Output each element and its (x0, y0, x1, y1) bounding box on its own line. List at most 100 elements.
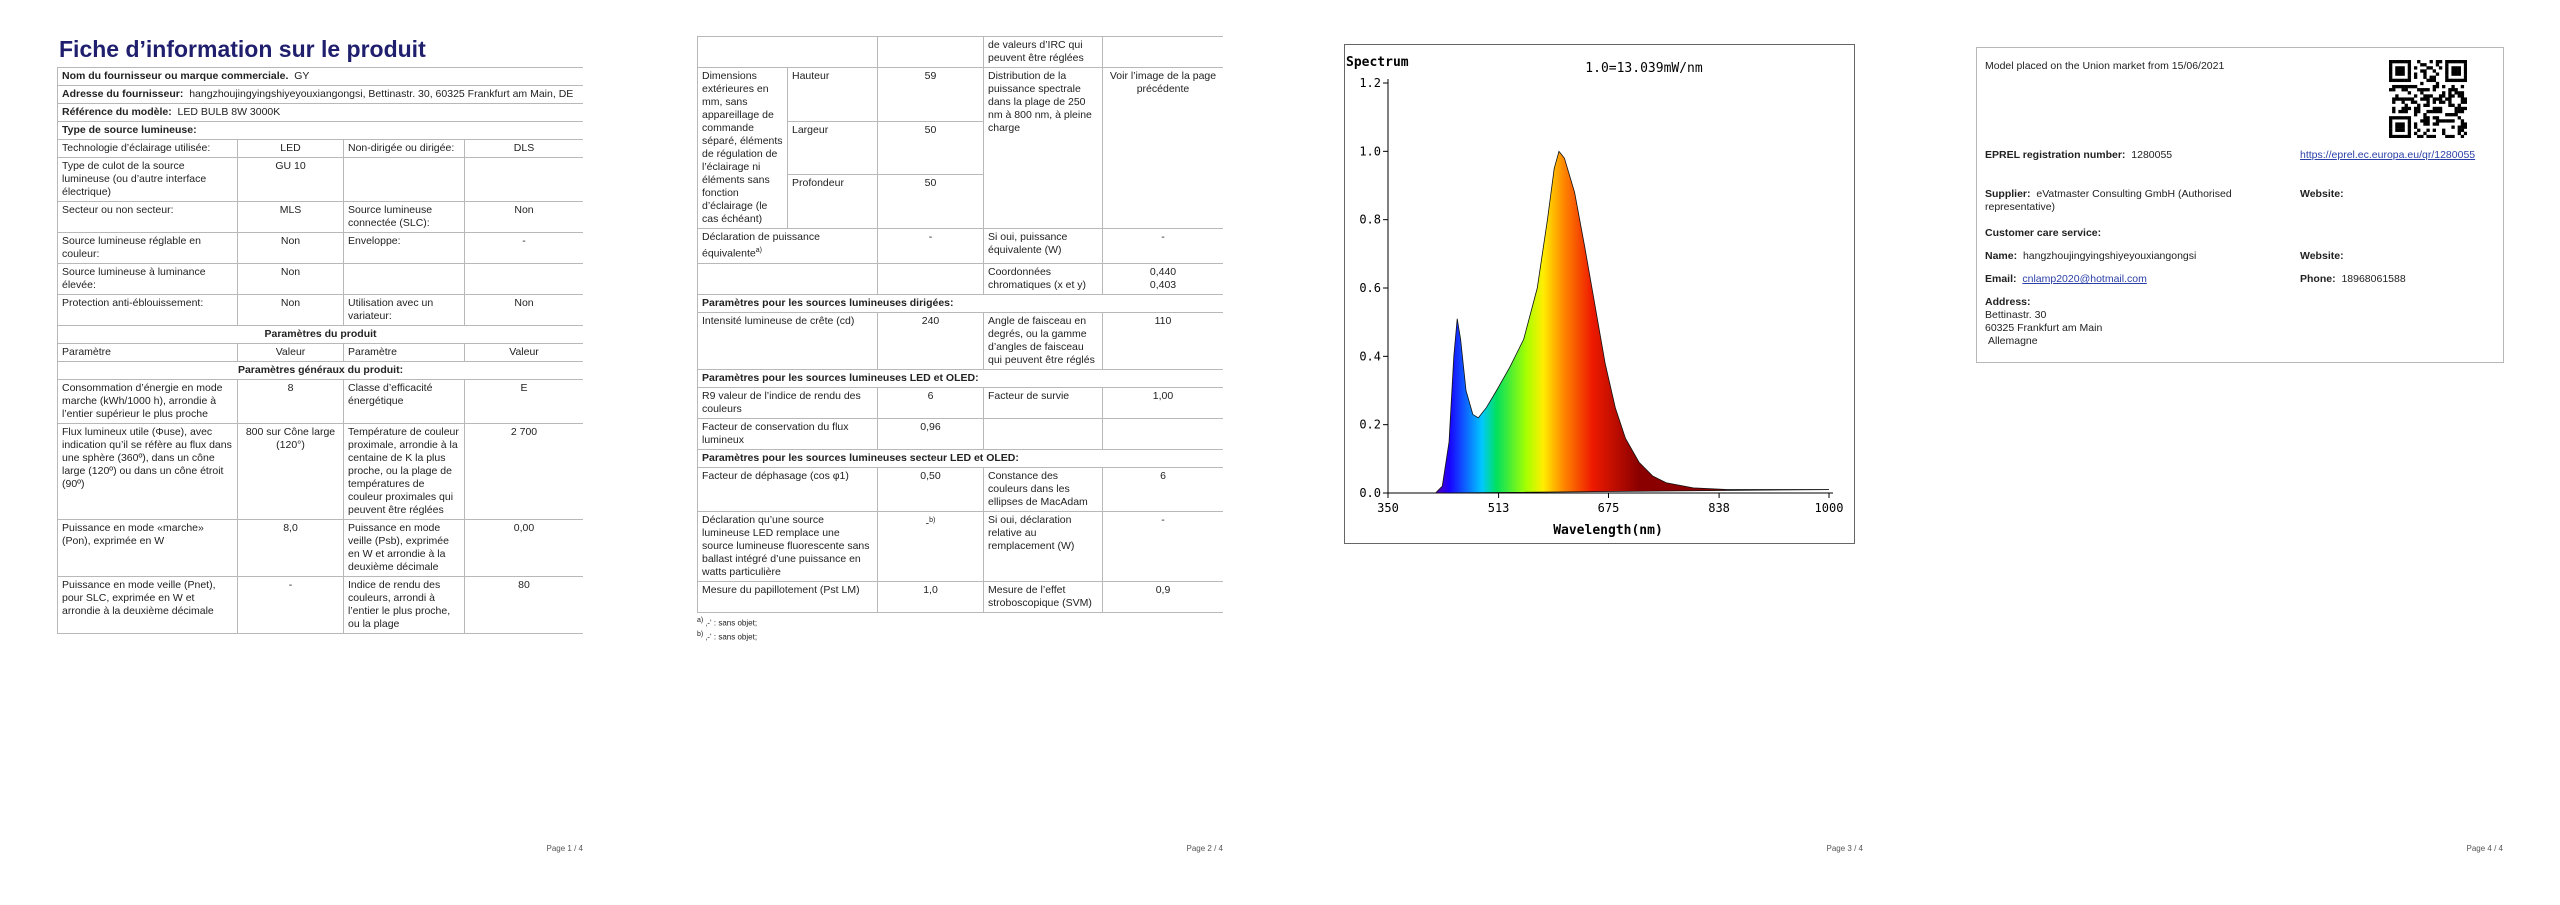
document-title: Fiche d’information sur le produit (59, 36, 426, 62)
qr-module (2420, 88, 2424, 92)
table-cell: 50 (877, 174, 984, 229)
table-cell: Puissance en mode veille (Pnet), pour SL… (57, 576, 238, 634)
qr-module (2413, 100, 2418, 104)
table-cell: Source lumineuse réglable en couleur: (57, 232, 238, 264)
qr-module (2432, 84, 2436, 89)
qr-module (2457, 131, 2461, 136)
cell-text: Non (280, 266, 301, 278)
cell-text: - (1161, 231, 1165, 243)
section-label: Customer care service: (1985, 227, 2102, 239)
x-tick-label: 350 (1377, 501, 1399, 515)
eprel-link[interactable]: https://eprel.ec.europa.eu/qr/1280055 (2300, 149, 2476, 161)
x-tick-label: 838 (1708, 501, 1730, 515)
qr-module (2392, 116, 2396, 120)
heading-text: Paramètres pour les sources lumineuses L… (702, 371, 979, 384)
table-cell: Intensité lumineuse de crête (cd) (697, 311, 878, 370)
qr-module (2442, 94, 2446, 98)
field-value: 1280055 (2131, 149, 2173, 161)
table-cell: 80 (463, 576, 583, 634)
qr-module (2432, 97, 2436, 101)
qr-module (2407, 60, 2412, 64)
qr-module (2413, 125, 2418, 129)
qr-module (2401, 100, 2405, 104)
cell-text: Puissance en mode veille (Pnet), pour SL… (62, 579, 216, 617)
field-value: LED BULB 8W 3000K (177, 106, 281, 118)
name: Name: hangzhoujingyingshiyeyouxiangongsi (1985, 250, 2285, 263)
table-cell: 0,96 (877, 417, 984, 450)
spectrum-area (1434, 150, 1830, 494)
qr-module (2448, 100, 2452, 104)
address-line: Allemagne (1988, 335, 2038, 347)
qr-module (2407, 91, 2412, 95)
footnote-mark: b) (929, 516, 936, 524)
qr-module (2460, 78, 2465, 83)
cell-text: Utilisation avec un variateur: (348, 297, 434, 322)
qr-module (2401, 116, 2405, 120)
cell-text: 6 (1160, 469, 1166, 482)
qr-module (2432, 88, 2436, 92)
qr-module (2401, 78, 2405, 83)
table-cell: 6 (877, 386, 984, 419)
qr-module (2423, 103, 2427, 107)
qr-module (2417, 134, 2421, 138)
qr-module (2432, 109, 2436, 114)
qr-module (2445, 75, 2449, 79)
field-label: Website: (2300, 188, 2344, 200)
qr-module (2426, 66, 2430, 70)
table-row: Source lumineuse à luminance élevée: Non (57, 263, 583, 295)
qr-module (2420, 119, 2424, 123)
qr-module (2395, 97, 2399, 101)
qr-module (2426, 100, 2430, 104)
cell-text: Puissance en mode veille (Psb), exprimée… (348, 522, 449, 573)
section-heading: Paramètres pour les sources lumineuses s… (697, 448, 1223, 468)
qr-module (2463, 122, 2467, 126)
cell-text: GU 10 (275, 160, 306, 172)
table-row: Puissance en mode veille (Pnet), pour SL… (57, 576, 583, 634)
qr-module (2407, 66, 2412, 70)
cell-text: Source lumineuse à luminance élevée: (62, 266, 206, 291)
qr-module (2426, 128, 2430, 132)
qr-module (2398, 134, 2402, 138)
qr-module (2392, 60, 2396, 64)
field-label: Nom du fournisseur ou marque commerciale… (62, 70, 289, 82)
table-row: Protection anti-éblouissement: Non Utilisa… (57, 294, 583, 326)
field-value: GY (294, 70, 310, 82)
market-date: Model placed on the Union market from 15… (1985, 60, 2225, 72)
qr-module (2389, 66, 2393, 70)
qr-module (2451, 78, 2455, 83)
table-cell: Consommation d’énergie en mode marche (k… (57, 379, 238, 424)
table-cell: Secteur ou non secteur: (57, 201, 238, 233)
qr-module (2457, 78, 2461, 83)
table-cell: Voir l’image de la page précédente (1102, 67, 1223, 229)
qr-module (2398, 116, 2402, 120)
qr-module (2454, 66, 2458, 70)
qr-module (2451, 125, 2455, 129)
table-cell: Non (237, 294, 344, 326)
email-link[interactable]: cnlamp2020@hotmail.com (2022, 273, 2147, 285)
cell-text: 6 (927, 389, 934, 402)
qr-module (2423, 113, 2427, 117)
qr-module (2413, 66, 2418, 70)
qr-module (2451, 84, 2455, 89)
dimension-value: 59 (924, 70, 937, 82)
table-cell: Source lumineuse à luminance élevée: (57, 263, 238, 295)
qr-module (2454, 109, 2458, 114)
qr-module (2463, 72, 2467, 76)
qr-module (2413, 109, 2418, 114)
qr-module (2460, 84, 2465, 89)
table-cell: 1,0 (877, 580, 984, 613)
table-cell: 0,50 (877, 466, 984, 512)
qr-module (2395, 116, 2399, 120)
supplier-row: Type de source lumineuse: (57, 121, 583, 140)
cell-text: Consommation d’énergie en mode marche (k… (62, 382, 223, 420)
cell-text: Non-dirigée ou dirigée: (348, 142, 455, 154)
qr-module (2413, 122, 2418, 126)
table-cell: -b) (877, 510, 984, 582)
qr-module (2460, 122, 2465, 126)
cell-text: 8,0 (283, 522, 298, 534)
qr-module (2413, 84, 2418, 89)
table-cell: Facteur de conservation du flux lumineux (697, 417, 878, 450)
qr-module (2460, 134, 2465, 138)
note-mark: b) (697, 631, 704, 639)
